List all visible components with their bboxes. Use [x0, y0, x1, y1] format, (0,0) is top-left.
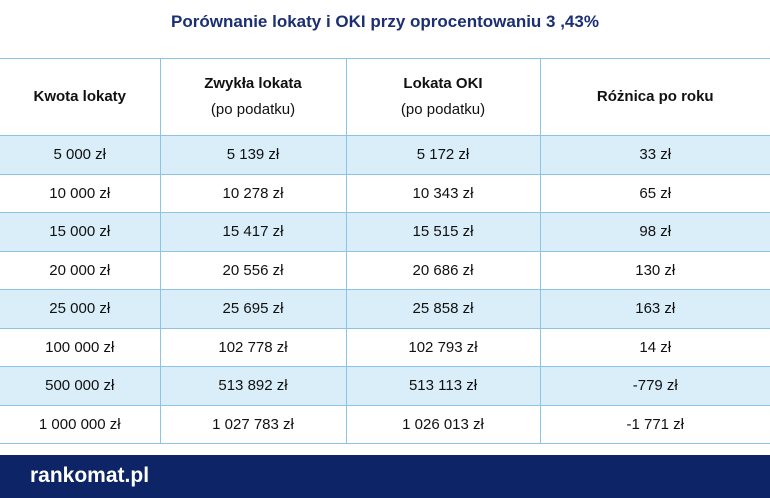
table-cell: 15 417 zł — [159, 212, 347, 252]
table-cell: 10 278 zł — [159, 173, 347, 213]
table-cell: 5 172 zł — [345, 135, 541, 175]
table-body: 5 000 zł 5 139 zł 5 172 zł 33 zł 10 000 zł 10… — [0, 135, 770, 444]
table-cell: 163 zł — [539, 289, 770, 329]
header-title: Różnica po roku — [596, 88, 714, 105]
header-row: Kwota lokaty Zwykła lokata (po podatku) Lok… — [0, 58, 770, 136]
table-cell: 102 778 zł — [159, 327, 347, 367]
table-cell: 25 858 zł — [345, 289, 541, 329]
header-title: Lokata OKI — [403, 75, 483, 92]
table-cell: 20 556 zł — [159, 250, 347, 290]
table-cell: 98 zł — [539, 212, 770, 252]
comparison-table: Kwota lokaty Zwykła lokata (po podatku) Lok… — [0, 58, 770, 444]
table-cell: -779 zł — [539, 366, 770, 406]
table-cell: 15 000 zł — [0, 212, 161, 252]
table-cell: 102 793 zł — [345, 327, 541, 367]
table-cell: 20 686 zł — [345, 250, 541, 290]
table-cell: 25 000 zł — [0, 289, 161, 329]
header-title: Zwykła lokata — [204, 75, 302, 92]
header-cell: Różnica po roku — [539, 58, 770, 136]
table-row: 500 000 zł 513 892 zł 513 113 zł -779 zł — [0, 366, 770, 406]
table-cell: 5 000 zł — [0, 135, 161, 175]
table-row: 20 000 zł 20 556 zł 20 686 zł 130 zł — [0, 250, 770, 290]
table-cell: 10 000 zł — [0, 173, 161, 213]
header-note: (po podatku) — [400, 101, 486, 118]
table-cell: 100 000 zł — [0, 327, 161, 367]
table-cell: 5 139 zł — [159, 135, 347, 175]
table-cell: 65 zł — [539, 173, 770, 213]
header-cell: Kwota lokaty — [0, 58, 161, 136]
table-cell: 500 000 zł — [0, 366, 161, 406]
table-row: 25 000 zł 25 695 zł 25 858 zł 163 zł — [0, 289, 770, 329]
table-cell: 130 zł — [539, 250, 770, 290]
table-row: 5 000 zł 5 139 zł 5 172 zł 33 zł — [0, 135, 770, 175]
table-cell: 14 zł — [539, 327, 770, 367]
table-cell: -1 771 zł — [539, 404, 770, 444]
table-cell: 20 000 zł — [0, 250, 161, 290]
table-cell: 513 113 zł — [345, 366, 541, 406]
header-title: Kwota lokaty — [33, 88, 127, 105]
logo: rankomat.pl — [30, 464, 150, 487]
header-cell: Lokata OKI (po podatku) — [345, 58, 541, 136]
table-cell: 1 026 013 zł — [345, 404, 541, 444]
table-cell: 10 343 zł — [345, 173, 541, 213]
table-cell: 33 zł — [539, 135, 770, 175]
table-cell: 1 027 783 zł — [159, 404, 347, 444]
table-cell: 513 892 zł — [159, 366, 347, 406]
table-row: 100 000 zł 102 778 zł 102 793 zł 14 zł — [0, 327, 770, 367]
footer-bar: rankomat.pl — [0, 455, 770, 498]
table-cell: 25 695 zł — [159, 289, 347, 329]
table-cell: 15 515 zł — [345, 212, 541, 252]
header-note: (po podatku) — [210, 101, 296, 118]
table-cell: 1 000 000 zł — [0, 404, 161, 444]
table-row: 15 000 zł 15 417 zł 15 515 zł 98 zł — [0, 212, 770, 252]
table-row: 10 000 zł 10 278 zł 10 343 zł 65 zł — [0, 173, 770, 213]
table-row: 1 000 000 zł 1 027 783 zł 1 026 013 zł -1 7… — [0, 404, 770, 444]
header-cell: Zwykła lokata (po podatku) — [159, 58, 347, 136]
title: Porównanie lokaty i OKI przy oprocentowa… — [171, 12, 599, 31]
